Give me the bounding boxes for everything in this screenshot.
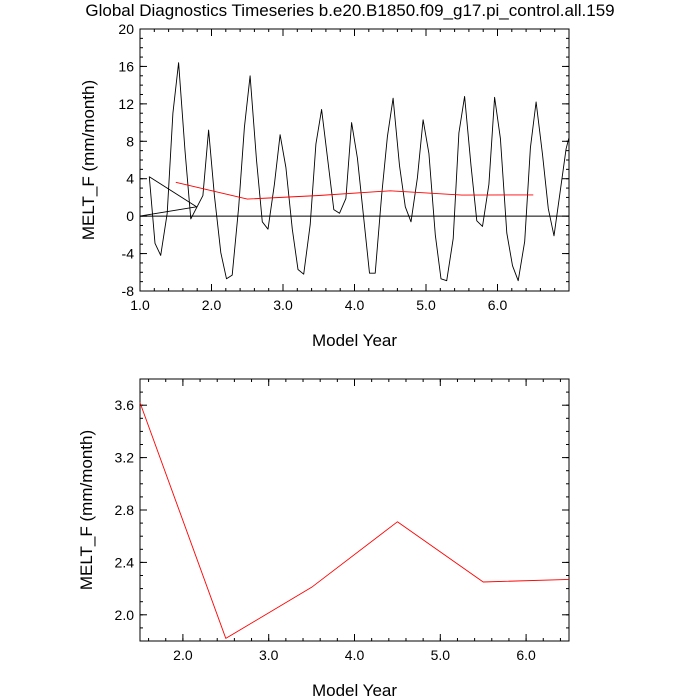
y-tick-label: -4	[122, 246, 135, 262]
y-tick-label: 3.2	[115, 450, 135, 466]
x-tick-label: 2.0	[202, 297, 222, 313]
x-tick-label: 4.0	[345, 297, 365, 313]
monthly-series-line	[139, 62, 570, 282]
y-tick-label: 4	[126, 171, 134, 187]
y-tick-label: 2.0	[115, 607, 135, 623]
y-tick-label: 8	[126, 133, 134, 149]
plot-frame	[139, 378, 570, 642]
x-axis-label: Model Year	[312, 331, 397, 350]
y-tick-label: 2.4	[115, 554, 135, 570]
x-tick-label: 1.0	[130, 297, 150, 313]
x-tick-label: 5.0	[416, 297, 436, 313]
x-tick-label: 6.0	[488, 297, 508, 313]
annual-mean-line	[175, 181, 534, 200]
y-tick-label: 16	[118, 58, 134, 74]
y-tick-label: 12	[118, 96, 134, 112]
y-tick-label: -8	[122, 283, 135, 299]
x-tick-label: 3.0	[259, 647, 279, 663]
annual-mean-line	[139, 402, 570, 639]
y-tick-label: 3.6	[115, 397, 135, 413]
x-tick-label: 3.0	[273, 297, 293, 313]
figure-title: Global Diagnostics Timeseries b.e20.B185…	[85, 1, 614, 20]
x-tick-label: 5.0	[431, 647, 451, 663]
plot-frame	[139, 28, 570, 292]
y-tick-label: 2.8	[115, 502, 135, 518]
x-axis-label: Model Year	[312, 681, 397, 700]
y-tick-label: 0	[126, 208, 134, 224]
x-tick-label: 2.0	[173, 647, 193, 663]
bottom-chart-panel: 2.0 3.0 4.0 5.0 6.0 2.0 2.4 2.8 3.2 3.6 Model Year…	[77, 378, 570, 700]
x-tick-label: 6.0	[516, 647, 536, 663]
top-chart-panel: 1.0 2.0 3.0 4.0 5.0 6.0 -8 -4 0 4 8 12 16 20 Model Yea…	[79, 21, 570, 350]
y-tick-label: 20	[118, 21, 134, 37]
y-axis-label: MELT_F (mm/month)	[77, 430, 96, 590]
y-axis-label: MELT_F (mm/month)	[79, 80, 98, 240]
x-tick-label: 4.0	[345, 647, 365, 663]
